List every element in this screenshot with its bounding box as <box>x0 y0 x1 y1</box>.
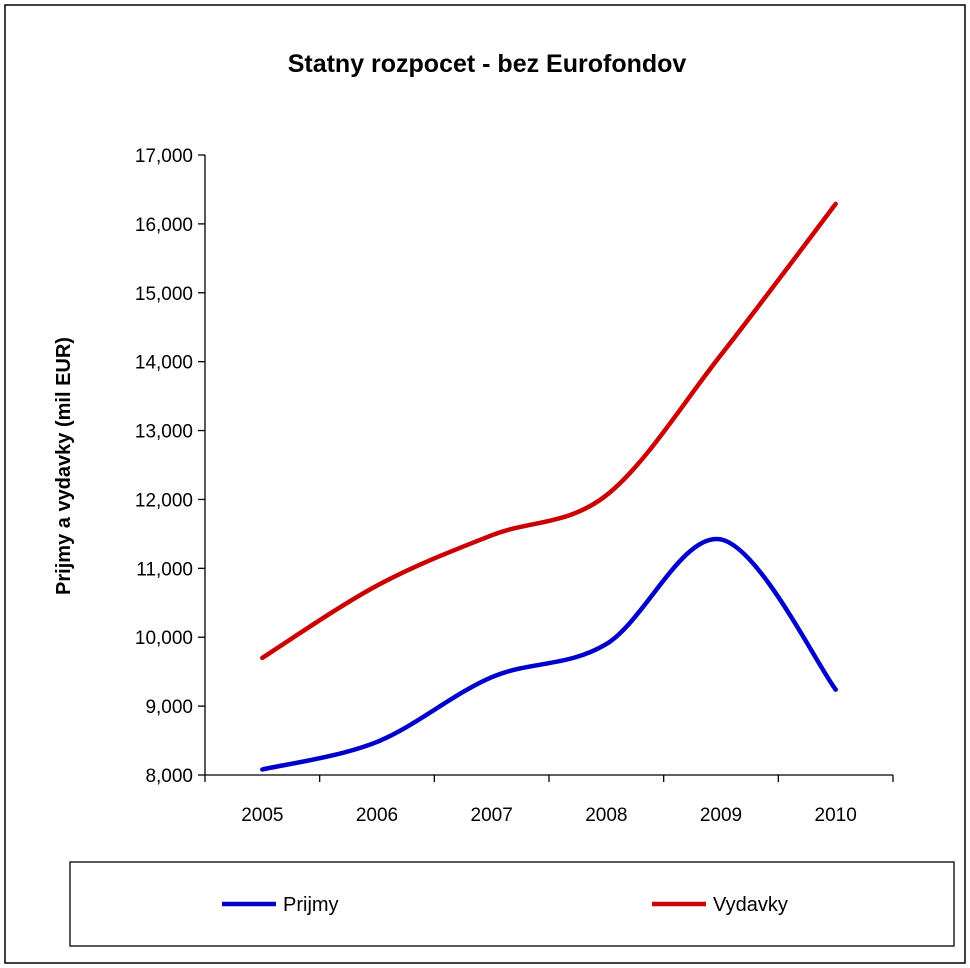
chart-title: Statny rozpocet - bez Eurofondov <box>288 50 687 78</box>
y-tick-label: 17,000 <box>135 146 193 167</box>
legend-label-vydavky: Vydavky <box>713 894 788 916</box>
y-tick-label: 15,000 <box>135 284 193 305</box>
y-tick-label: 13,000 <box>135 422 193 443</box>
series-layer <box>260 201 838 772</box>
y-axis-label: Prijmy a vydavky (mil EUR) <box>53 337 75 595</box>
y-tick-label: 14,000 <box>135 353 193 374</box>
legend-box <box>69 861 955 947</box>
x-tick-label: 2009 <box>700 805 742 826</box>
y-ticks: 8,000 9,000 10,000 11,000 12,000 13,000 14,000… <box>135 146 205 787</box>
legend: Prijmy Vydavky <box>222 894 788 916</box>
y-tick-label: 11,000 <box>136 559 193 580</box>
x-tick-label: 2007 <box>471 805 513 826</box>
x-tick-label: 2005 <box>241 805 283 826</box>
x-tick-label: 2006 <box>356 805 398 826</box>
chart-frame <box>4 4 966 964</box>
x-ticks: 2005 2006 2007 2008 2009 2010 <box>204 775 894 826</box>
legend-label-prijmy: Prijmy <box>283 894 339 916</box>
y-tick-label: 8,000 <box>145 766 193 787</box>
y-tick-label: 9,000 <box>145 697 193 718</box>
y-tick-label: 10,000 <box>135 628 193 649</box>
series-line-prijmy <box>260 536 838 772</box>
x-tick-label: 2010 <box>815 805 857 826</box>
x-tick-label: 2008 <box>585 805 627 826</box>
y-tick-label: 12,000 <box>135 490 193 511</box>
y-tick-label: 16,000 <box>135 215 193 236</box>
series-line-vydavky <box>260 201 838 661</box>
